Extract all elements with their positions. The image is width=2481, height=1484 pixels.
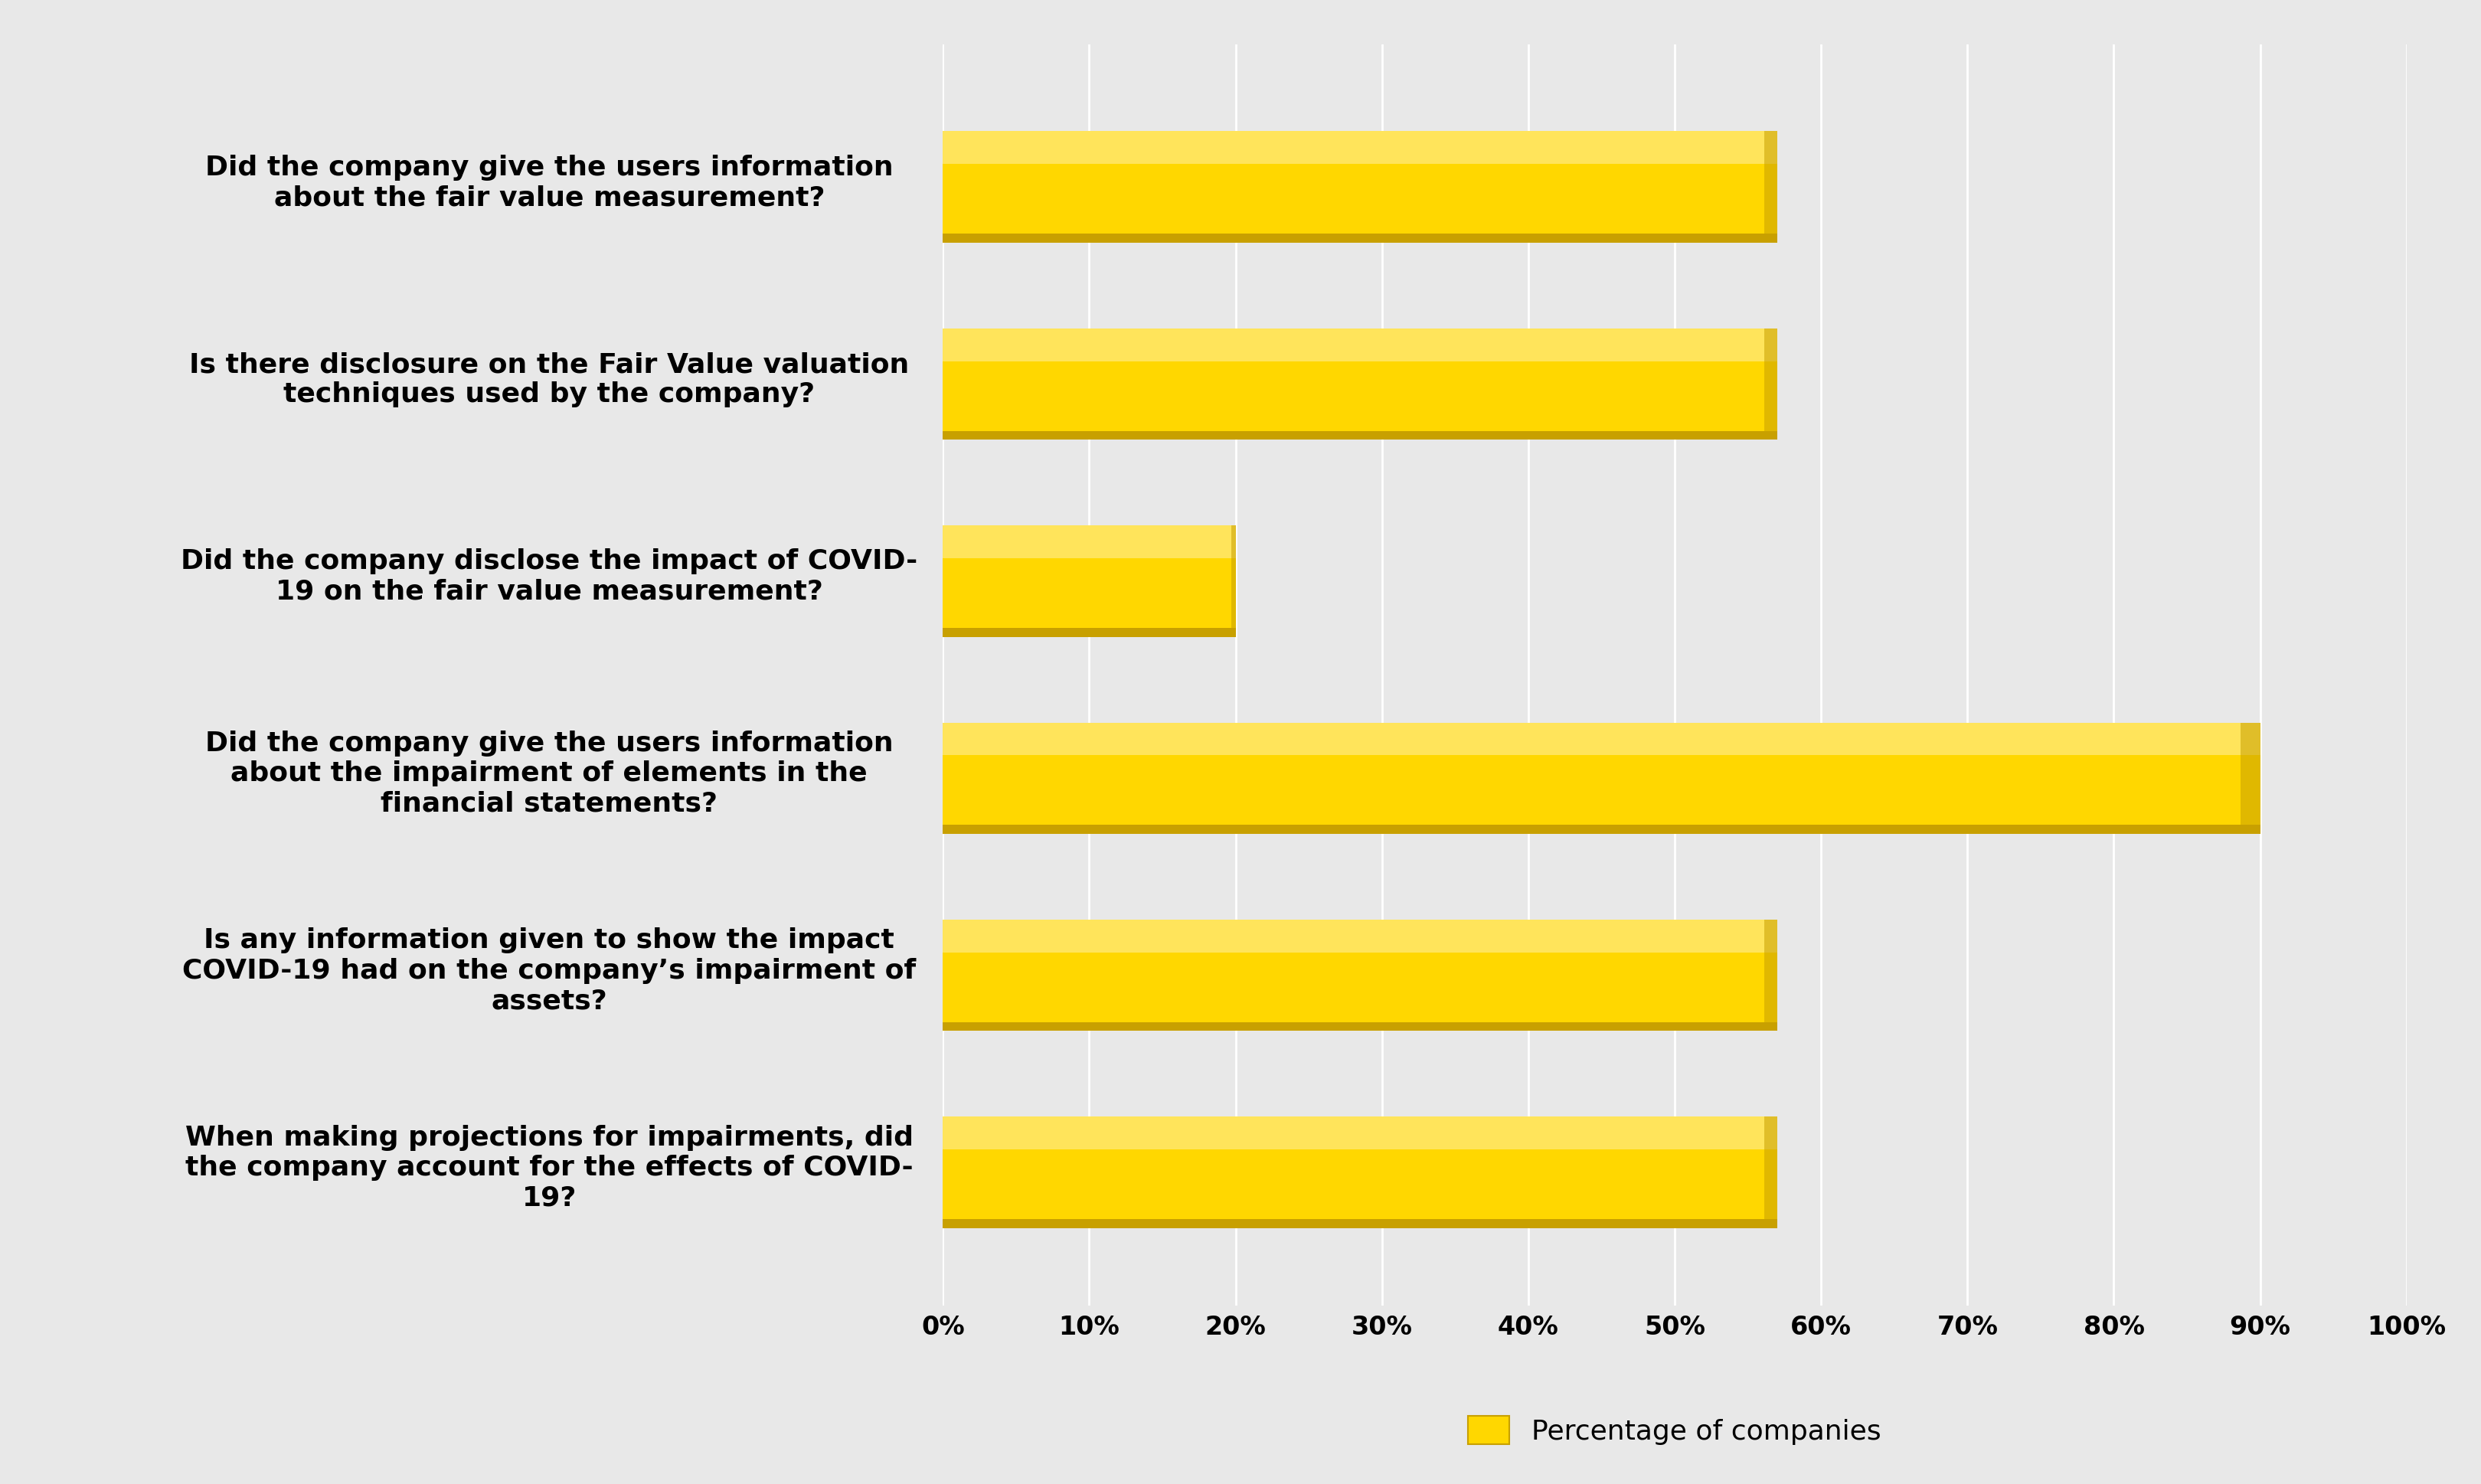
FancyBboxPatch shape [943, 622, 1236, 637]
FancyBboxPatch shape [943, 1116, 1776, 1220]
FancyBboxPatch shape [943, 525, 1236, 628]
FancyBboxPatch shape [943, 920, 1776, 1022]
FancyBboxPatch shape [943, 131, 1776, 233]
FancyBboxPatch shape [943, 525, 1236, 558]
FancyBboxPatch shape [1764, 131, 1776, 233]
FancyBboxPatch shape [943, 819, 2260, 834]
FancyBboxPatch shape [943, 920, 1776, 953]
FancyBboxPatch shape [943, 723, 2260, 755]
FancyBboxPatch shape [943, 227, 1776, 242]
FancyBboxPatch shape [1231, 525, 1236, 628]
FancyBboxPatch shape [943, 1116, 1776, 1150]
FancyBboxPatch shape [943, 1015, 1776, 1031]
FancyBboxPatch shape [943, 328, 1776, 430]
FancyBboxPatch shape [943, 424, 1776, 439]
FancyBboxPatch shape [1764, 920, 1776, 1022]
FancyBboxPatch shape [1764, 328, 1776, 430]
FancyBboxPatch shape [2240, 723, 2260, 825]
FancyBboxPatch shape [943, 131, 1776, 165]
FancyBboxPatch shape [1764, 1116, 1776, 1220]
FancyBboxPatch shape [943, 1212, 1776, 1229]
FancyBboxPatch shape [943, 328, 1776, 361]
Legend: Percentage of companies: Percentage of companies [1456, 1405, 1893, 1456]
FancyBboxPatch shape [943, 723, 2260, 825]
